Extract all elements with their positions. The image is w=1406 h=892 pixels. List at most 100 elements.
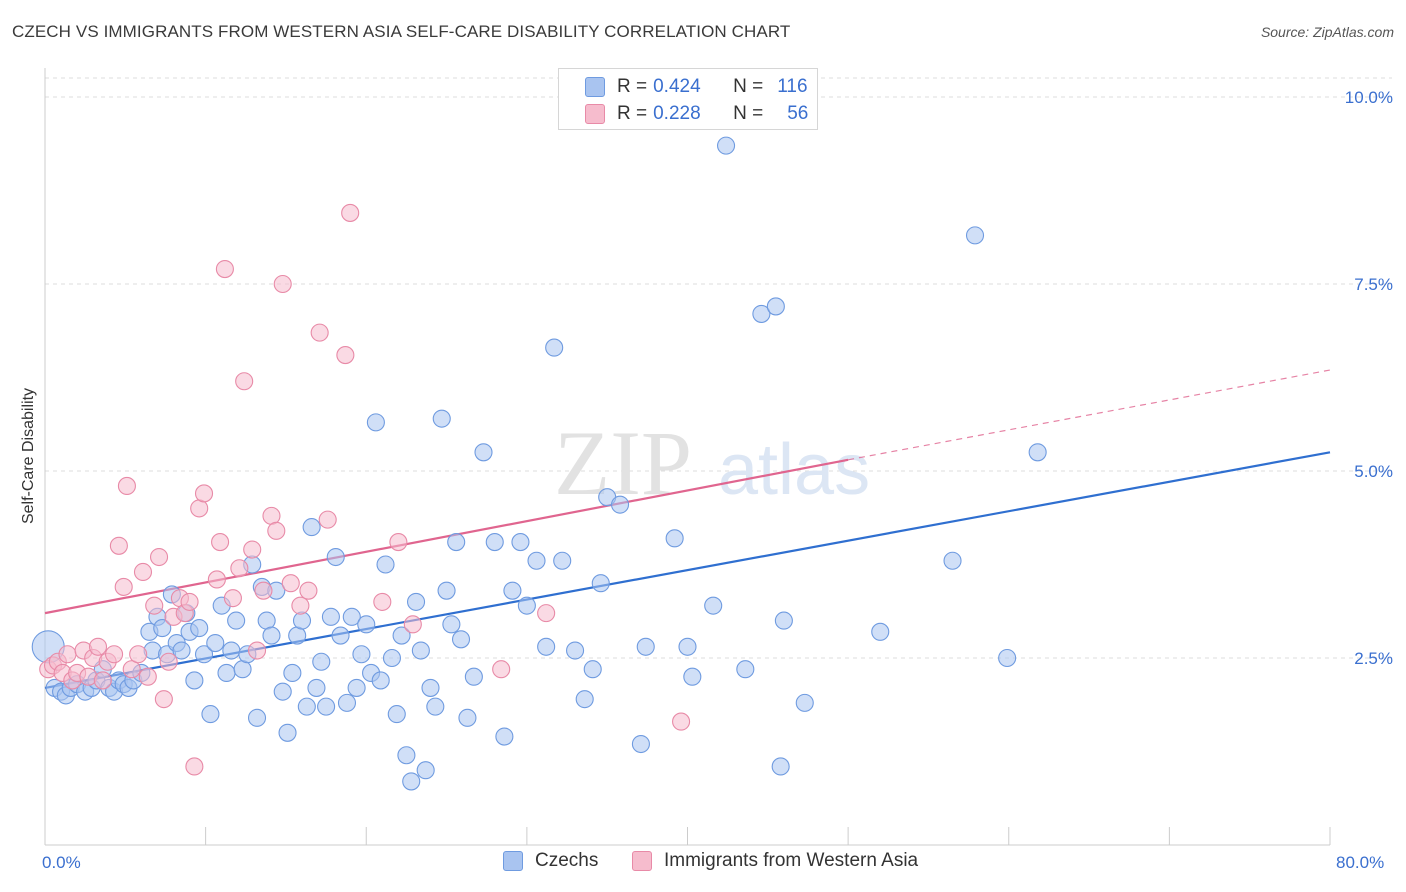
czechs-point <box>227 611 246 630</box>
czechs-point <box>631 734 650 754</box>
western-asia-point <box>267 521 286 540</box>
czechs-point <box>206 633 225 653</box>
czechs-point <box>610 495 630 514</box>
western-asia-point <box>88 637 108 656</box>
western-asia-point <box>114 577 133 596</box>
czechs-point <box>326 547 345 567</box>
western-asia-point <box>185 757 204 776</box>
czechs-point <box>185 671 204 690</box>
y-tick-label: 10.0% <box>1345 88 1393 107</box>
czechs-point <box>553 551 572 570</box>
czechs-point <box>172 641 191 660</box>
x-axis-max-label: 80.0% <box>1336 853 1385 872</box>
western-asia-point <box>194 484 214 503</box>
czechs-point <box>437 581 456 600</box>
western-asia-point <box>215 259 234 279</box>
czechs-point <box>416 761 435 780</box>
czechs-point <box>392 626 411 645</box>
western-asia-point <box>138 667 157 686</box>
czechs-point <box>752 304 771 323</box>
czechs-point <box>464 667 483 686</box>
czechs-point <box>771 757 790 776</box>
n-label: N = <box>733 76 764 97</box>
western-asia-point <box>105 645 124 664</box>
czechs-point <box>678 637 697 656</box>
czechs-point <box>545 338 564 357</box>
czechs-point <box>965 226 985 245</box>
czechs-point <box>331 626 350 645</box>
czechs-point <box>382 648 402 668</box>
czechs-point <box>442 615 461 634</box>
western-asia-point <box>133 562 153 582</box>
western-asia-swatch <box>585 104 605 124</box>
western-asia-point <box>223 589 242 608</box>
series-legend: Czechs Immigrants from Western Asia <box>0 850 1406 878</box>
czechs-point <box>683 667 702 686</box>
trend-line-1 <box>44 458 849 615</box>
western-asia-point <box>243 540 262 559</box>
western-asia-point <box>129 645 148 664</box>
czechs-point <box>397 746 416 765</box>
czechs-point <box>527 551 546 570</box>
r-value: 0.424 <box>653 76 701 97</box>
czechs-point <box>583 660 602 679</box>
czechs-point <box>262 626 281 645</box>
western-asia-point <box>281 574 300 593</box>
western-asia-swatch <box>632 851 652 871</box>
czechs-point <box>302 518 321 537</box>
czechs-point <box>292 611 312 630</box>
czechs-point <box>233 660 252 679</box>
czechs-point <box>342 607 361 626</box>
czechs-point <box>566 641 585 660</box>
czechs-point <box>716 136 736 155</box>
czechs-point <box>575 690 594 709</box>
legend-row-western-asia: R = 0.228 N = 56 <box>585 101 808 127</box>
western-asia-point <box>159 652 178 671</box>
correlation-legend: R = 0.424 N = 116 R = 0.228 N = 56 <box>558 68 818 130</box>
czechs-point <box>795 693 814 712</box>
western-asia-point <box>373 592 392 611</box>
western-asia-point <box>273 274 292 294</box>
czechs-point <box>432 409 451 428</box>
czechs-point <box>485 533 504 552</box>
legend-item-western-asia: Immigrants from Western Asia <box>632 850 918 872</box>
czechs-point <box>774 611 793 630</box>
y-tick-label: 5.0% <box>1354 462 1393 481</box>
czechs-point <box>317 697 336 716</box>
western-asia-point <box>341 203 360 222</box>
western-asia-point <box>672 712 691 731</box>
western-asia-point <box>299 581 318 600</box>
y-tick-label: 2.5% <box>1354 649 1393 668</box>
legend-label: Czechs <box>535 850 599 871</box>
czechs-point <box>636 637 655 656</box>
x-axis-min-label: 0.0% <box>42 853 81 872</box>
czechs-point <box>217 663 236 683</box>
czechs-point <box>1028 443 1047 462</box>
czechs-point <box>190 619 209 638</box>
czechs-point <box>357 615 376 634</box>
czechs-point <box>591 574 610 593</box>
western-asia-point <box>145 596 164 615</box>
czechs-point <box>517 596 536 615</box>
r-label: R = <box>617 103 648 124</box>
western-asia-point <box>211 533 230 552</box>
n-value: 116 <box>777 76 808 97</box>
western-asia-point <box>122 660 141 679</box>
czechs-point <box>503 581 522 600</box>
czechs-point <box>458 708 477 727</box>
western-asia-point <box>230 559 249 578</box>
western-asia-point <box>318 510 337 529</box>
legend-item-czechs: Czechs <box>503 850 598 872</box>
western-asia-point <box>403 615 422 634</box>
czechs-point <box>283 663 302 683</box>
czechs-point <box>402 772 421 791</box>
czechs-point <box>537 637 556 656</box>
czechs-point <box>347 678 366 697</box>
n-value: 56 <box>787 103 809 124</box>
czechs-point <box>665 529 684 548</box>
czechs-point <box>288 626 307 645</box>
czechs-point <box>426 697 445 716</box>
czechs-point <box>307 678 326 697</box>
czechs-point <box>511 533 530 552</box>
y-tick-label: 7.5% <box>1354 275 1393 294</box>
